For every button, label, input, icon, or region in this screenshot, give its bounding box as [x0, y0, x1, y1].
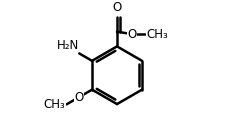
Text: CH₃: CH₃	[146, 28, 168, 41]
Text: O: O	[127, 28, 136, 41]
Text: O: O	[112, 2, 122, 14]
Text: O: O	[75, 91, 84, 104]
Text: H₂N: H₂N	[56, 39, 79, 52]
Text: CH₃: CH₃	[44, 98, 65, 111]
